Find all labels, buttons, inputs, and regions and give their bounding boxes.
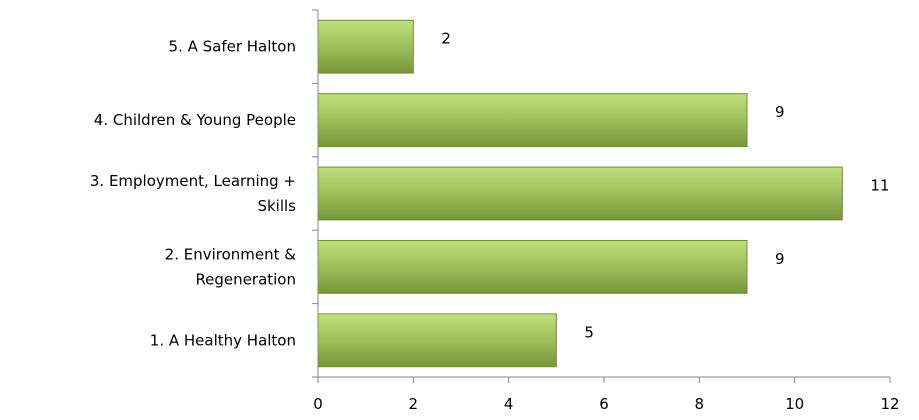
x-tick-label: 6	[599, 395, 609, 413]
x-tick-label: 4	[504, 395, 514, 413]
category-label-line: 5. A Safer Halton	[169, 38, 296, 56]
category-label-line: 1. A Healthy Halton	[150, 331, 296, 349]
category-label: 2. Environment & Regeneration	[165, 245, 297, 288]
x-tick-label: 8	[695, 395, 705, 413]
bar	[317, 166, 843, 221]
category-label: 3. Employment, Learning + Skills	[90, 172, 296, 215]
data-label: 5	[584, 323, 594, 341]
data-label: 11	[870, 177, 889, 195]
data-label: 9	[775, 103, 785, 121]
category-label-line: Skills	[257, 197, 296, 215]
x-tick-label: 10	[785, 395, 804, 413]
x-tick-label: 2	[409, 395, 419, 413]
category-label-line: 3. Employment, Learning +	[90, 172, 296, 190]
bar	[317, 19, 414, 74]
bars-layer	[317, 19, 843, 368]
axis-layer	[312, 9, 891, 383]
bar	[317, 239, 748, 294]
category-label: 1. A Healthy Halton	[150, 331, 296, 349]
data-label: 9	[775, 250, 785, 268]
bar	[317, 93, 748, 148]
labels-layer: 0 2 4 6 8 10 12 5. A Safer Halton 2 4. Children &…	[90, 30, 900, 413]
category-label-line: Regeneration	[195, 270, 296, 288]
data-label: 2	[441, 30, 451, 48]
bar	[317, 313, 557, 368]
category-label-line: 2. Environment &	[165, 245, 297, 263]
category-label: 4. Children & Young People	[94, 111, 296, 129]
x-tick-label: 12	[880, 395, 899, 413]
category-label-line: 4. Children & Young People	[94, 111, 296, 129]
category-label: 5. A Safer Halton	[169, 38, 296, 56]
x-tick-label: 0	[313, 395, 323, 413]
